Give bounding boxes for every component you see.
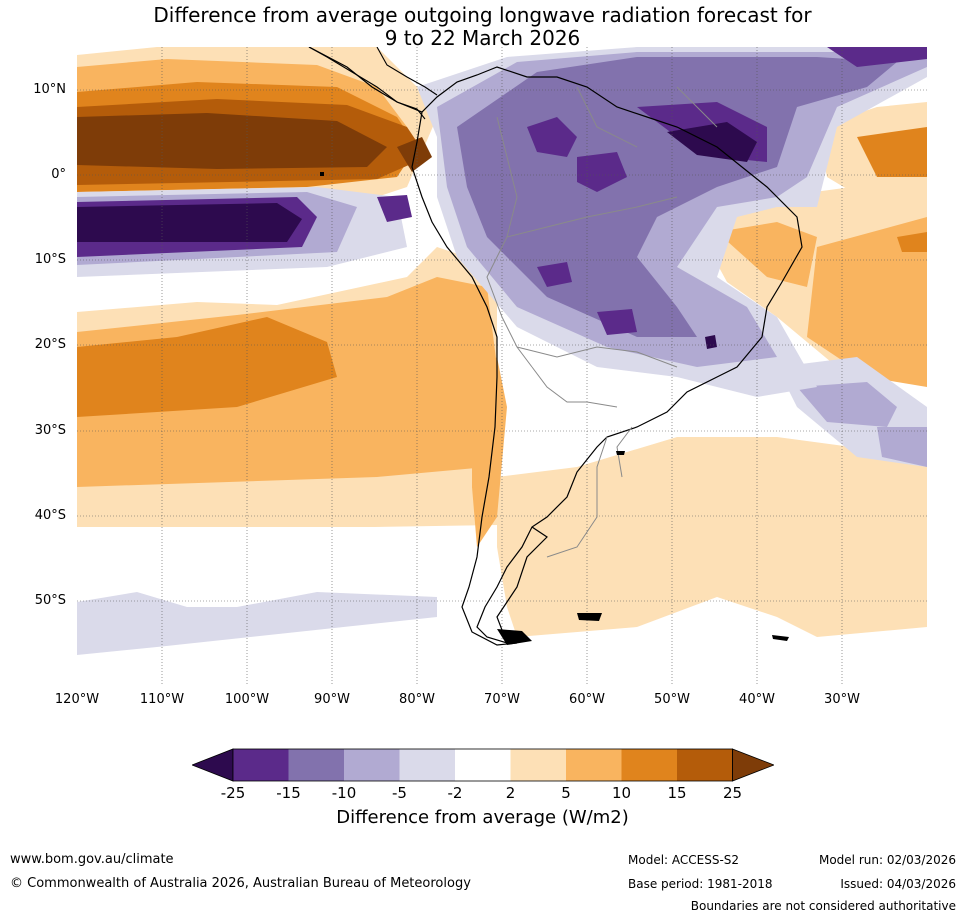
copyright-text: © Commonwealth of Australia 2026, Austra… <box>10 876 471 891</box>
olr-anomaly-map <box>77 47 927 685</box>
lon-label-80w: 80°W <box>399 692 435 707</box>
falkland-islands <box>577 613 602 621</box>
country-boundaries <box>486 86 718 558</box>
colorbar-swatch-3 <box>344 749 400 781</box>
colorbar-swatch-9 <box>677 749 733 781</box>
lat-label-20s: 20°S <box>34 337 66 352</box>
lon-label-30w: 30°W <box>824 692 860 707</box>
colorbar-tick: -15 <box>276 784 301 802</box>
colorbar-label: Difference from average (W/m2) <box>336 807 629 828</box>
south-america-coastline <box>308 47 803 644</box>
lat-label-50s: 50°S <box>34 593 66 608</box>
colorbar-tick: -5 <box>392 784 407 802</box>
lon-label-110w: 110°W <box>139 692 185 707</box>
region-s-atlantic-light <box>497 437 927 637</box>
lat-label-10n: 10°N <box>33 82 66 97</box>
colorbar-tick: -10 <box>331 784 357 802</box>
colorbar <box>190 747 776 783</box>
map-canvas <box>77 47 927 685</box>
colorbar-tick: -2 <box>447 784 463 802</box>
south-georgia <box>772 635 789 641</box>
region-s-atlantic-east-mid <box>807 217 927 387</box>
region-se-pacific-orange <box>77 317 337 417</box>
colorbar-swatch-7 <box>566 749 622 781</box>
galapagos-islands <box>320 172 324 176</box>
colorbar-swatch-1 <box>233 749 289 781</box>
lon-label-40w: 40°W <box>739 692 775 707</box>
lon-label-120w: 120°W <box>54 692 100 707</box>
region-amazon-purple-core-1 <box>527 117 577 157</box>
title-line-2: 9 to 22 March 2026 <box>384 26 581 50</box>
central-america-coastline <box>308 47 438 120</box>
lon-label-70w: 70°W <box>484 692 520 707</box>
colorbar-extend-low <box>190 748 234 782</box>
colorbar-swatch-4 <box>399 749 455 781</box>
lon-label-60w: 60°W <box>569 692 605 707</box>
lon-label-90w: 90°W <box>314 692 350 707</box>
issued-date: Issued: 04/03/2026 <box>840 877 956 891</box>
lat-label-30s: 30°S <box>34 423 66 438</box>
lon-label-100w: 100°W <box>224 692 270 707</box>
region-andes-orange <box>472 357 507 547</box>
colorbar-tick: 2 <box>505 784 516 802</box>
region-s-atlantic-mid <box>717 222 817 287</box>
region-n-pacific-darkest <box>77 113 387 169</box>
graticule <box>77 47 927 685</box>
lat-label-0: 0° <box>51 167 66 182</box>
colorbar-tick: 15 <box>667 784 687 802</box>
colorbar-tick: 25 <box>722 784 743 802</box>
region-amazon-darkest-core <box>667 122 757 162</box>
colorbar-swatch-5 <box>455 749 511 781</box>
lat-label-40s: 40°S <box>34 508 66 523</box>
lon-label-50w: 50°W <box>654 692 690 707</box>
title-line-1: Difference from average outgoing longwav… <box>153 3 812 27</box>
map-title: Difference from average outgoing longwav… <box>0 4 965 50</box>
colorbar-tick: -25 <box>220 784 246 802</box>
colorbar-swatch-6 <box>510 749 566 781</box>
region-ne-atlantic-orange <box>857 127 927 177</box>
colorbar-tick: 10 <box>611 784 632 802</box>
website-link[interactable]: www.bom.gov.au/climate <box>10 852 174 867</box>
colorbar-swatch-2 <box>288 749 344 781</box>
base-period: Base period: 1981-2018 <box>628 877 773 891</box>
model-name: Model: ACCESS-S2 <box>628 853 740 867</box>
colorbar-swatch-8 <box>621 749 677 781</box>
boundaries-disclaimer: Boundaries are not considered authoritat… <box>690 899 956 913</box>
colorbar-tick: 5 <box>561 784 571 802</box>
colorbar-svg <box>190 748 776 782</box>
lat-label-10s: 10°S <box>34 252 66 267</box>
tierra-del-fuego <box>497 629 532 645</box>
region-southern-lavender <box>77 592 437 655</box>
colorbar-extend-high <box>732 748 776 782</box>
region-eq-pacific-darkest <box>77 203 302 242</box>
region-amazon-purple-core-2 <box>577 152 627 192</box>
model-run-date: Model run: 02/03/2026 <box>818 853 956 867</box>
